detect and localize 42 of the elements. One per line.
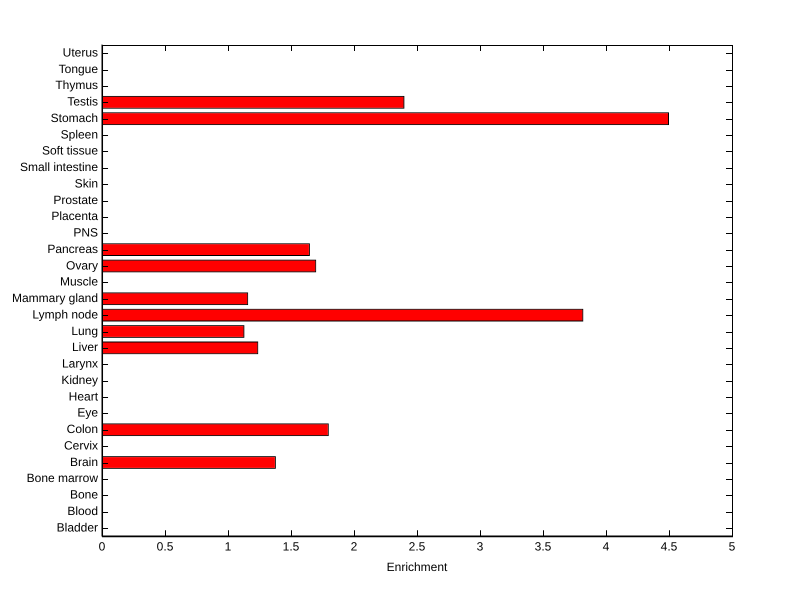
y-tick-label: Brain xyxy=(70,454,98,469)
x-tick-label: 1.5 xyxy=(282,540,300,554)
y-tick-label: Cervix xyxy=(64,438,98,452)
y-tick-label: Eye xyxy=(77,406,98,420)
y-tick-label: Lung xyxy=(71,324,98,338)
y-tick-label: Testis xyxy=(67,94,98,109)
y-tick-label: Bone marrow xyxy=(26,471,98,486)
y-tick-label: Bone xyxy=(70,488,98,502)
y-tick-label: Larynx xyxy=(62,356,98,371)
y-tick-label: Stomach xyxy=(50,110,98,125)
y-tick-label: Colon xyxy=(66,422,98,436)
y-tick-label: Placenta xyxy=(51,209,98,224)
y-tick-label: Pancreas xyxy=(47,242,98,256)
y-tick-label: Tongue xyxy=(58,62,98,76)
y-tick-label: PNS xyxy=(73,226,98,240)
x-tick-label: 1 xyxy=(224,540,232,554)
y-tick-label: Soft tissue xyxy=(42,144,98,158)
x-tick-label: 0.5 xyxy=(156,540,174,554)
y-tick-label: Blood xyxy=(67,504,98,518)
x-tick-label: 2.5 xyxy=(408,540,426,554)
y-tick-label: Bladder xyxy=(56,520,98,534)
y-tick-label: Muscle xyxy=(60,274,98,289)
x-tick-label: 2 xyxy=(350,540,358,554)
x-axis-title: Enrichment xyxy=(386,560,448,574)
y-tick-label: Heart xyxy=(68,389,99,404)
x-tick-label: 4 xyxy=(602,540,610,554)
y-tick-label: Kidney xyxy=(61,372,98,387)
y-tick-label: Ovary xyxy=(66,258,98,272)
x-tick-label: 0 xyxy=(98,540,106,554)
y-tick-label: Skin xyxy=(74,176,98,190)
x-tick-label: 4.5 xyxy=(660,540,678,554)
y-tick-label: Thymus xyxy=(55,78,98,92)
x-tick-label: 3 xyxy=(476,540,484,554)
x-tick-label: 5 xyxy=(728,540,736,554)
y-tick-label: Uterus xyxy=(62,46,98,60)
y-tick-label: Small intestine xyxy=(20,160,98,174)
y-tick-label: Prostate xyxy=(53,192,98,207)
y-tick-label: Spleen xyxy=(60,127,98,142)
y-tick-label: Mammary gland xyxy=(12,291,98,306)
y-tick-label: Lymph node xyxy=(32,307,98,322)
y-tick-label: Liver xyxy=(72,340,98,354)
x-tick-label: 3.5 xyxy=(534,540,552,554)
